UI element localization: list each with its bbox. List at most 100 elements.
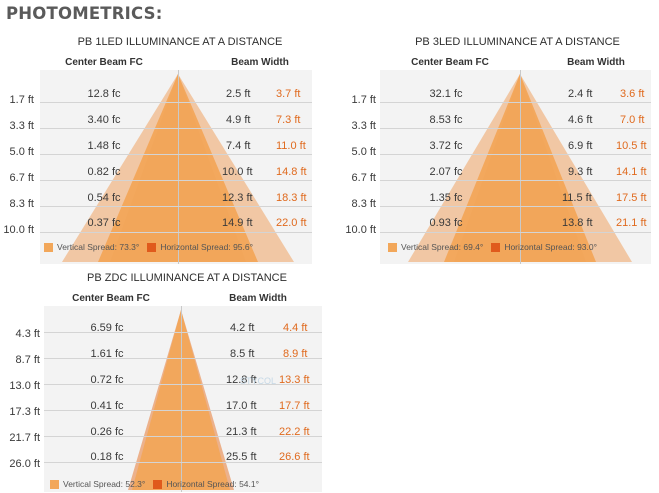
center-beam-fc: 1.48 fc — [87, 140, 121, 152]
legend-vertical: Vertical Spread: 73.3° — [44, 242, 139, 252]
row-divider — [40, 180, 312, 181]
distance-label: 21.7 ft — [9, 432, 40, 444]
legend-vertical: Vertical Spread: 52.3° — [50, 479, 145, 489]
distance-label: 10.0 ft — [3, 224, 34, 236]
row-divider — [44, 332, 322, 333]
center-beam-fc: 0.54 fc — [87, 192, 121, 204]
vertical-width: 2.5 ft — [226, 88, 251, 100]
distance-label: 5.0 ft — [351, 146, 376, 158]
panel-zdc: PB ZDC ILLUMINANCE AT A DISTANCE Center … — [0, 272, 330, 493]
legend-horizontal: Horizontal Spread: 93.0° — [491, 242, 597, 252]
vertical-width: 11.5 ft — [562, 192, 592, 204]
distance-label: 1.7 ft — [9, 94, 34, 106]
row-divider — [40, 232, 312, 233]
vertical-width: 4.2 ft — [230, 322, 255, 334]
vertical-width: 13.8 ft — [562, 217, 593, 229]
distance-label: 6.7 ft — [351, 172, 376, 184]
beam-chart — [380, 70, 651, 264]
horizontal-width: 10.5 ft — [616, 140, 647, 152]
legend-horizontal-label: Horizontal Spread: 54.1° — [166, 479, 260, 489]
horizontal-swatch — [147, 242, 157, 252]
center-line — [181, 306, 182, 492]
horizontal-width: 17.7 ft — [279, 400, 310, 412]
center-beam-fc: 8.53 fc — [429, 114, 463, 126]
beam-chart — [44, 306, 322, 492]
center-beam-fc: 0.26 fc — [90, 426, 124, 438]
center-beam-fc: 0.41 fc — [90, 400, 124, 412]
legend-vertical: Vertical Spread: 69.4° — [388, 242, 483, 252]
vertical-width: 21.3 ft — [226, 426, 257, 438]
center-beam-fc: 32.1 fc — [429, 88, 463, 100]
beam-width-header: Beam Width — [567, 57, 625, 68]
legend: Vertical Spread: 52.3° Horizontal Spread… — [50, 479, 259, 489]
panel-title: PB 3LED ILLUMINANCE AT A DISTANCE — [415, 36, 620, 48]
row-divider — [44, 436, 322, 437]
horizontal-swatch — [491, 242, 501, 252]
horizontal-width: 26.6 ft — [279, 451, 310, 463]
beam-svg — [62, 74, 294, 262]
vertical-swatch — [388, 242, 397, 252]
horizontal-width: 11.0 ft — [276, 140, 306, 152]
horizontal-width: 3.7 ft — [276, 88, 301, 100]
center-beam-fc: 1.35 fc — [429, 192, 463, 204]
horizontal-width: 4.4 ft — [283, 322, 308, 334]
horizontal-width: 17.5 ft — [616, 192, 647, 204]
center-beam-fc: 2.07 fc — [429, 166, 463, 178]
center-line — [520, 70, 521, 264]
horizontal-width: 13.3 ft — [279, 374, 310, 386]
vertical-width: 10.0 ft — [222, 166, 253, 178]
distance-label: 3.3 ft — [9, 120, 34, 132]
center-beam-fc: 0.93 fc — [429, 217, 463, 229]
legend-vertical-label: Vertical Spread: 73.3° — [57, 242, 140, 252]
horizontal-width: 7.3 ft — [276, 114, 301, 126]
horizontal-swatch — [153, 479, 163, 489]
horizontal-width: 18.3 ft — [276, 192, 307, 204]
center-beam-fc: 1.61 fc — [90, 348, 124, 360]
horizontal-width: 8.9 ft — [283, 348, 308, 360]
center-beam-header: Center Beam FC — [72, 293, 150, 304]
distance-label: 4.3 ft — [15, 328, 40, 340]
horizontal-width: 22.2 ft — [279, 426, 310, 438]
center-beam-fc: 0.72 fc — [90, 374, 124, 386]
horizontal-width: 14.1 ft — [616, 166, 647, 178]
watermark-text: STYCOL — [240, 376, 277, 386]
center-beam-fc: 0.82 fc — [87, 166, 121, 178]
vertical-width: 9.3 ft — [568, 166, 593, 178]
horizontal-width: 14.8 ft — [276, 166, 307, 178]
center-beam-header: Center Beam FC — [65, 57, 143, 68]
row-divider — [380, 206, 651, 207]
row-divider — [380, 232, 651, 233]
row-divider — [40, 154, 312, 155]
distance-label: 3.3 ft — [351, 120, 376, 132]
row-divider — [44, 384, 322, 385]
beam-width-header: Beam Width — [229, 293, 287, 304]
vertical-width: 7.4 ft — [226, 140, 251, 152]
horizontal-width: 3.6 ft — [620, 88, 645, 100]
beam-width-header: Beam Width — [231, 57, 289, 68]
distance-label: 10.0 ft — [345, 224, 376, 236]
panel-1led: PB 1LED ILLUMINANCE AT A DISTANCE Center… — [0, 36, 320, 264]
vertical-width: 6.9 ft — [568, 140, 593, 152]
center-beam-header: Center Beam FC — [411, 57, 489, 68]
vertical-swatch — [44, 242, 53, 252]
distance-label: 1.7 ft — [351, 94, 376, 106]
panel-title: PB 1LED ILLUMINANCE AT A DISTANCE — [77, 36, 283, 48]
legend-horizontal-label: Horizontal Spread: 95.6° — [160, 242, 254, 252]
center-beam-fc: 0.37 fc — [87, 217, 121, 229]
distance-label: 8.3 ft — [351, 198, 376, 210]
vertical-width: 14.9 ft — [222, 217, 253, 229]
row-divider — [44, 358, 322, 359]
distance-label: 5.0 ft — [9, 146, 34, 158]
legend-vertical-label: Vertical Spread: 52.3° — [63, 479, 146, 489]
row-divider — [40, 128, 312, 129]
row-divider — [380, 102, 651, 103]
vertical-width: 12.8 ft — [226, 374, 257, 386]
distance-label: 17.3 ft — [9, 406, 40, 418]
vertical-width: 4.6 ft — [568, 114, 593, 126]
horizontal-width: 21.1 ft — [616, 217, 647, 229]
vertical-width: 17.0 ft — [226, 400, 257, 412]
vertical-width: 2.4 ft — [568, 88, 593, 100]
horizontal-width: 7.0 ft — [620, 114, 645, 126]
beam-chart — [40, 70, 312, 264]
row-divider — [380, 128, 651, 129]
